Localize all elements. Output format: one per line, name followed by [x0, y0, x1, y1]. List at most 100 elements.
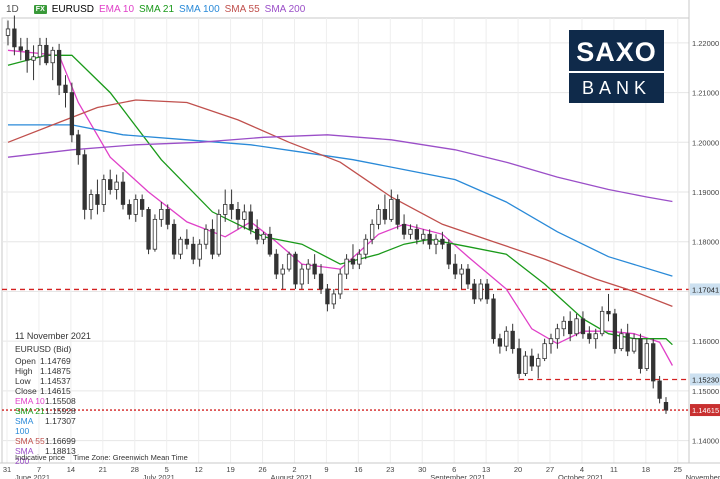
candle-body — [31, 56, 36, 61]
candle — [159, 201, 164, 227]
candle — [523, 351, 528, 376]
candle — [76, 129, 81, 165]
candle — [146, 206, 151, 255]
candle — [491, 293, 496, 344]
candle — [69, 82, 75, 143]
candle-body — [421, 233, 426, 240]
candle — [504, 326, 509, 352]
candle — [306, 259, 311, 285]
day-tick-label: 4 — [580, 465, 584, 474]
candle-body — [114, 181, 119, 190]
indicator-line-sma55 — [7, 99, 673, 308]
candle-body — [56, 49, 62, 86]
day-tick-label: 21 — [99, 465, 107, 474]
candle — [427, 229, 432, 250]
candle-body — [427, 233, 432, 245]
candle-body — [472, 283, 477, 300]
candle — [197, 239, 202, 267]
candle-body — [484, 283, 490, 300]
candle-body — [599, 310, 605, 335]
price-tick-label: 1.18000 — [692, 238, 719, 247]
logo-line1: SAXO — [576, 37, 657, 67]
candle-body — [350, 258, 356, 265]
candle-body — [171, 223, 177, 255]
candle-body — [63, 84, 68, 93]
candle — [101, 174, 106, 212]
candle-body — [139, 199, 145, 210]
timeframe-label[interactable]: 1D — [6, 4, 19, 15]
candle — [31, 45, 36, 81]
candle — [408, 224, 413, 240]
candle-body — [280, 268, 285, 275]
candle-body — [165, 209, 170, 225]
candle — [548, 333, 554, 354]
candle — [171, 219, 177, 260]
candle — [644, 338, 649, 372]
info-ema10: EMA 10 1.15508 — [15, 396, 76, 406]
candle — [587, 326, 592, 344]
candle-body — [267, 233, 273, 255]
candle-body — [229, 204, 234, 210]
symbol-label[interactable]: EURUSD — [51, 4, 94, 15]
candle — [165, 204, 170, 230]
candle-body — [331, 293, 336, 305]
candle-body — [223, 204, 228, 215]
candle — [18, 37, 23, 61]
candle-body — [548, 338, 554, 345]
indicator-sma100-label[interactable]: SMA 100 — [179, 4, 220, 15]
candle — [12, 15, 17, 56]
day-tick-label: 7 — [37, 465, 41, 474]
candle-body — [382, 209, 388, 220]
candle-body — [453, 263, 458, 275]
candle-body — [344, 258, 349, 275]
candle-body — [69, 92, 75, 136]
candle-body — [95, 194, 100, 205]
chart-footer: Indicative price Time Zone: Greenwich Me… — [15, 453, 194, 462]
candle — [453, 254, 458, 280]
info-date: 11 November 2021 — [15, 331, 91, 341]
day-tick-label: 18 — [642, 465, 650, 474]
candle-body — [504, 330, 509, 347]
candlesticks — [5, 15, 669, 414]
candle — [657, 375, 662, 404]
candle — [651, 338, 656, 389]
candle-body — [644, 343, 649, 369]
candle-body — [44, 44, 49, 64]
candle — [274, 249, 279, 280]
candle-body — [76, 134, 81, 156]
candle-body — [510, 330, 515, 350]
day-tick-label: 9 — [324, 465, 328, 474]
candle-body — [542, 343, 547, 359]
candle — [484, 279, 490, 304]
indicator-sma55-label[interactable]: SMA 55 — [224, 4, 260, 15]
candle — [299, 264, 305, 289]
candle — [529, 348, 535, 372]
candle — [267, 226, 273, 257]
candle — [261, 231, 266, 245]
candle-body — [37, 44, 43, 58]
day-tick-label: 31 — [3, 465, 11, 474]
info-high: High 1.14875 — [15, 366, 71, 376]
candle-body — [523, 355, 528, 374]
candle-body — [191, 243, 196, 260]
candle-body — [663, 401, 669, 411]
candle — [184, 229, 190, 250]
month-label: July 2021 — [143, 473, 175, 479]
price-level-value: 1.15230 — [692, 375, 719, 384]
fx-badge: FX — [33, 5, 47, 14]
candle-body — [12, 28, 17, 48]
day-tick-label: 19 — [226, 465, 234, 474]
candle-body — [536, 358, 541, 367]
price-level-tag — [690, 404, 720, 417]
price-tick-label: 1.14000 — [692, 437, 719, 446]
candle — [612, 308, 618, 354]
candle-body — [338, 273, 343, 295]
candle-body — [651, 343, 656, 382]
indicator-sma21-label[interactable]: SMA 21 — [139, 4, 175, 15]
indicator-ema10-label[interactable]: EMA 10 — [98, 4, 135, 15]
candle-body — [625, 333, 630, 352]
candle-body — [133, 199, 138, 215]
info-close: Close 1.14615 — [15, 386, 71, 396]
indicator-sma200-label[interactable]: SMA 200 — [264, 4, 306, 15]
candle — [357, 249, 362, 270]
